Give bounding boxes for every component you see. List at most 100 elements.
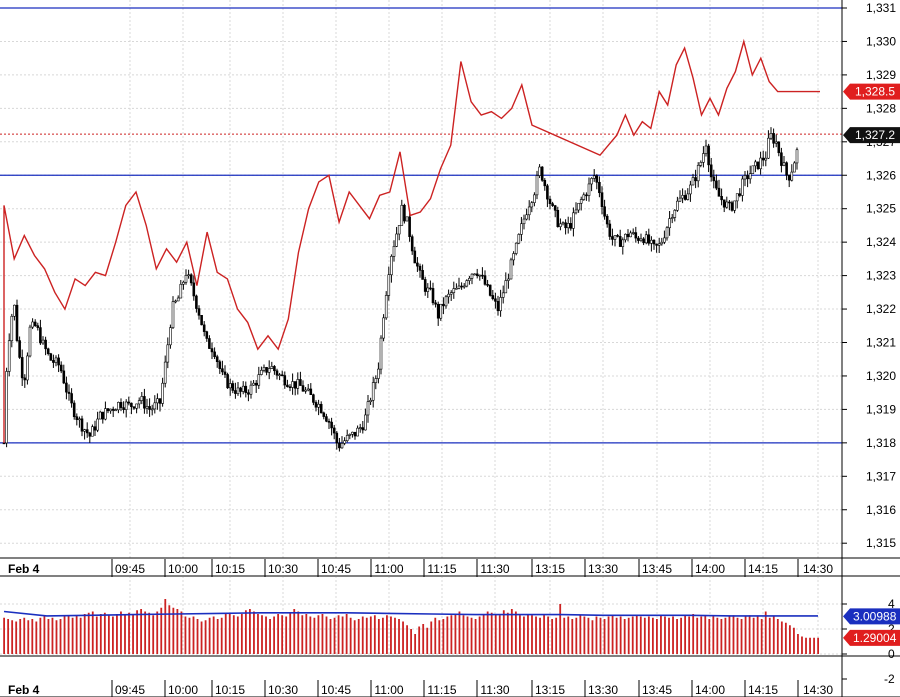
candle-body-down — [616, 235, 619, 237]
volume-bar — [402, 621, 404, 654]
volume-bar — [184, 616, 187, 654]
candle-body-down — [20, 357, 24, 379]
candle-body-up — [465, 280, 469, 287]
candle-body-down — [202, 324, 206, 332]
candle-body-up — [769, 133, 773, 139]
candle-body-up — [137, 400, 141, 405]
volume-bar — [361, 616, 364, 654]
price-panel: 1,3311,3301,3291,3281,3271,3261,3251,324… — [0, 0, 900, 558]
candle-body-up — [369, 399, 372, 403]
candle-body-up — [657, 243, 661, 246]
candle-body-down — [70, 393, 73, 404]
candle-body-up — [512, 253, 515, 261]
candle-body-down — [483, 275, 487, 285]
candle-body-up — [306, 388, 310, 391]
volume-bar — [124, 615, 126, 654]
candle-body-down — [275, 370, 279, 376]
candle-body-down — [205, 331, 209, 339]
candle-body-down — [234, 390, 237, 394]
volume-x-tick-label: 14:30 — [803, 683, 833, 697]
candle-body-up — [7, 340, 11, 372]
volume-bar — [236, 616, 239, 654]
price-x-tick-label: 11:30 — [480, 562, 509, 576]
candle-body-up — [135, 403, 138, 409]
candle-body-up — [587, 183, 591, 196]
volume-bar — [764, 611, 767, 654]
candle-body-down — [605, 215, 609, 225]
candle-body-up — [660, 241, 664, 245]
candle-body-down — [36, 325, 40, 328]
candle-body-up — [184, 275, 188, 283]
current-price-tag-shape — [843, 127, 900, 144]
candle-body-up — [395, 233, 398, 247]
volume-x-tick-label: 14:00 — [695, 683, 725, 697]
volume-bar — [406, 625, 408, 654]
candle-body-up — [514, 242, 518, 254]
volume-bar — [543, 615, 545, 654]
volume-bar — [647, 616, 650, 654]
volume-bar — [128, 612, 130, 654]
candle-body-up — [774, 141, 778, 144]
volume-bar-value-tag-shape — [843, 629, 900, 646]
candle-body-up — [535, 175, 539, 196]
candle-body-up — [696, 165, 700, 182]
candle-body-up — [579, 199, 583, 204]
candle-body-down — [598, 181, 601, 194]
candle-body-down — [218, 361, 222, 369]
price-x-date-label: Feb 4 — [8, 562, 40, 576]
volume-bar — [116, 614, 118, 654]
candle-body-down — [23, 377, 27, 381]
candle-body-up — [735, 193, 739, 202]
candle-body-down — [488, 284, 492, 296]
candle-body-up — [257, 374, 261, 386]
candle-body-up — [533, 194, 536, 204]
candle-body-up — [304, 389, 307, 392]
candle-body-down — [475, 273, 479, 276]
candle-body-up — [522, 218, 526, 225]
candle-body-up — [145, 406, 149, 409]
candle-body-up — [343, 440, 346, 444]
candle-body-down — [319, 403, 323, 414]
volume-bar — [265, 616, 267, 654]
volume-bar — [95, 616, 98, 654]
candle-body-up — [462, 285, 466, 288]
volume-bar — [797, 634, 799, 654]
volume-x-tick-label: 13:15 — [535, 683, 565, 697]
candle-body-down — [338, 442, 341, 449]
volume-bar — [603, 619, 606, 654]
candle-body-down — [772, 133, 775, 144]
candle-body-up — [795, 149, 799, 164]
volume-x-tick-label: 10:45 — [321, 683, 351, 697]
candle-body-down — [722, 199, 726, 208]
candle-body-up — [28, 326, 32, 357]
volume-bar — [474, 619, 477, 654]
candle-body-up — [644, 234, 648, 244]
price-y-tick-label: 1,319 — [866, 402, 896, 416]
volume-bar — [196, 619, 199, 654]
candle-body-up — [374, 378, 378, 383]
volume-bar — [365, 617, 368, 654]
candle-body-up — [377, 368, 380, 379]
volume-bar — [551, 619, 554, 654]
candle-body-up — [348, 433, 352, 436]
volume-bar — [788, 625, 791, 654]
candle-body-down — [551, 203, 554, 206]
volume-bar — [87, 612, 90, 654]
volume-x-axis: Feb 4 09:45 10:00 10:15 10:30 10:45 11:00 11:15… — [0, 680, 842, 697]
candle-body-down — [618, 236, 622, 247]
volume-bar-value-tag: 1.29004 — [843, 629, 900, 646]
red-line-price-tag: 1,328.5 — [843, 83, 900, 100]
candle-body-down — [434, 302, 437, 305]
candle-body-down — [548, 198, 552, 204]
candle-body-up — [577, 202, 580, 211]
volume-bar — [575, 617, 578, 654]
candle-body-down — [72, 402, 76, 418]
volume-bar — [325, 616, 328, 654]
candle-body-down — [293, 381, 297, 389]
candle-body-down — [132, 406, 136, 409]
volume-bar — [305, 614, 308, 654]
candle-body-down — [564, 222, 567, 229]
volume-bar — [583, 616, 586, 654]
candle-body-up — [455, 288, 458, 290]
